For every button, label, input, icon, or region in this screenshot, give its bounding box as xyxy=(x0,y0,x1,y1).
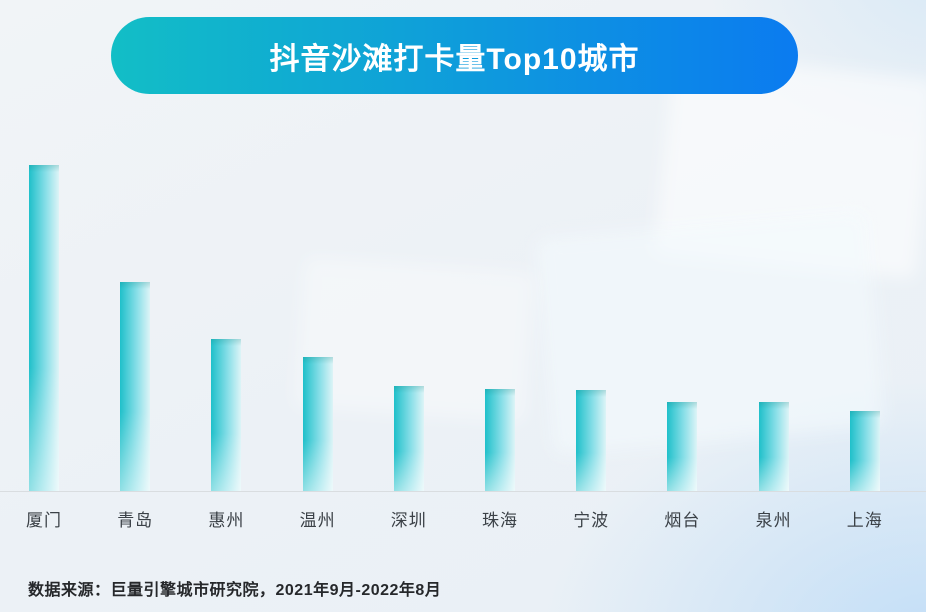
bar-3 xyxy=(211,339,242,491)
x-axis-label-6: 珠海 xyxy=(482,511,518,530)
bar-10 xyxy=(849,411,880,491)
title-banner: 抖音沙滩打卡量Top10城市 xyxy=(111,17,798,94)
x-axis-label-4: 温州 xyxy=(299,511,336,530)
bar-5 xyxy=(393,386,424,491)
bar-2 xyxy=(120,282,151,491)
x-axis-label-5: 深圳 xyxy=(390,511,427,530)
bar-9 xyxy=(758,402,789,491)
x-axis-label-2: 青岛 xyxy=(117,511,154,530)
x-axis-label-3: 惠州 xyxy=(208,511,245,530)
x-axis-label-8: 烟台 xyxy=(664,511,701,530)
bar-8 xyxy=(667,402,698,491)
data-source-note: 数据来源：巨量引擎城市研究院，2021年9月-2022年8月 xyxy=(28,582,442,599)
bar-6 xyxy=(485,389,515,491)
bar-1 xyxy=(29,165,59,491)
x-axis-label-7: 宁波 xyxy=(573,511,610,530)
x-axis-label-9: 泉州 xyxy=(755,511,792,530)
x-axis-line xyxy=(0,491,926,492)
x-axis-label-10: 上海 xyxy=(846,511,883,530)
bar-7 xyxy=(576,390,607,491)
bar-4 xyxy=(302,357,333,491)
x-axis-label-1: 厦门 xyxy=(26,511,62,530)
chart-title: 抖音沙滩打卡量Top10城市 xyxy=(269,42,640,76)
